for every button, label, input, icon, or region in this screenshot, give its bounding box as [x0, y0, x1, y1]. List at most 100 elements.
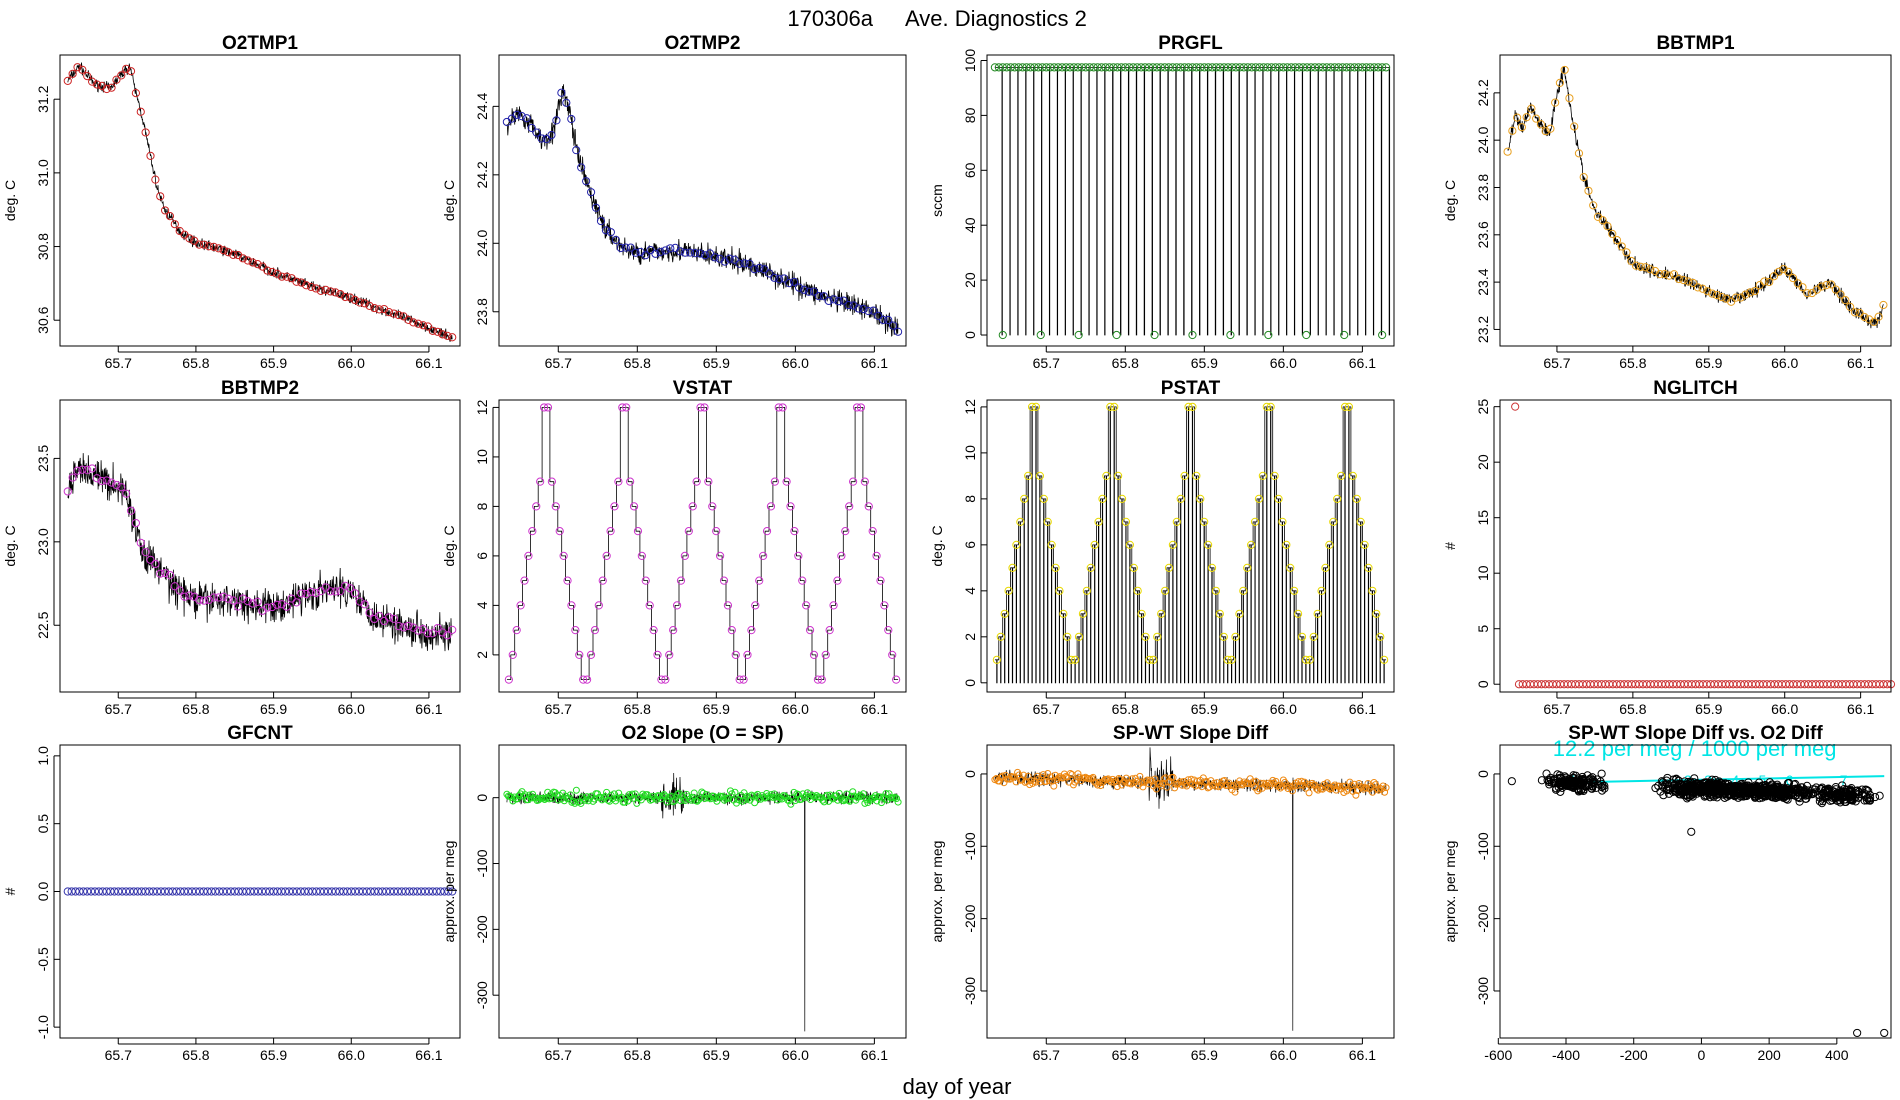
data-point	[1193, 777, 1201, 785]
data-point	[695, 249, 705, 258]
y-tick-label: 0	[474, 794, 490, 802]
data-point	[204, 595, 214, 604]
data-point	[1551, 98, 1560, 107]
data-point	[1169, 773, 1177, 781]
data-point	[97, 476, 106, 486]
data-point	[1188, 330, 1197, 340]
data-point	[1243, 63, 1252, 72]
data-point	[563, 576, 572, 585]
data-point	[1301, 655, 1311, 664]
data-point	[288, 887, 298, 896]
data-point	[203, 887, 212, 896]
data-point	[1010, 63, 1019, 72]
data-point	[755, 576, 764, 585]
data-point	[1070, 655, 1080, 664]
data-point	[1522, 113, 1531, 122]
x-tick-label: 66.0	[1270, 701, 1297, 717]
data-point	[98, 887, 107, 896]
data-point	[567, 114, 576, 124]
data-point	[401, 887, 410, 896]
data-point	[1761, 789, 1771, 798]
x-tick-label: 66.1	[1349, 701, 1376, 717]
data-point	[1846, 793, 1855, 802]
data-point	[637, 551, 646, 560]
data-point	[1845, 790, 1854, 799]
data-point	[541, 796, 549, 804]
x-tick-label: 400	[1825, 1047, 1849, 1063]
data-point	[579, 675, 588, 684]
data-point	[621, 798, 629, 806]
plot-frame	[1499, 54, 1892, 347]
data-point	[370, 887, 379, 896]
data-point	[1330, 63, 1339, 72]
plot-frame	[498, 54, 907, 347]
data-point	[1278, 517, 1287, 526]
data-point	[146, 555, 155, 564]
data-point	[622, 403, 631, 412]
data-point	[1020, 771, 1028, 779]
data-point	[1579, 173, 1588, 182]
series-line	[506, 406, 899, 680]
data-point	[1869, 317, 1878, 327]
data-point	[1790, 785, 1799, 794]
data-point	[894, 798, 902, 806]
data-point	[1114, 471, 1123, 480]
data-point	[137, 887, 146, 896]
y-axis-bbtmp2: 22.5 23.0 23.5	[35, 445, 60, 639]
panel-prgfl: PRGFL 65.7 65.8 65.9 66.0 66.1 0 20 40 60 80 100 scc…	[929, 33, 1395, 371]
data-point	[1354, 63, 1363, 72]
data-point	[1305, 789, 1313, 797]
data-point	[1066, 769, 1074, 777]
data-point	[1322, 63, 1331, 72]
data-point	[1231, 63, 1241, 72]
y-axis-spwt: -300 -200 -100 0	[962, 770, 987, 1005]
data-point	[1380, 655, 1389, 664]
data-point	[798, 576, 807, 585]
x-tick-label: 65.7	[1033, 355, 1060, 371]
data-point	[1184, 402, 1193, 411]
data-point	[1589, 201, 1598, 210]
series-line	[994, 67, 1391, 336]
data-point	[1321, 563, 1330, 572]
data-point	[1681, 784, 1690, 794]
data-point	[1258, 471, 1267, 480]
data-point	[1039, 494, 1048, 503]
data-point	[845, 502, 854, 511]
data-point	[1061, 63, 1071, 72]
data-point	[1069, 63, 1079, 72]
data-point	[1168, 540, 1177, 549]
data-point	[326, 587, 335, 596]
x-tick-label: 66.0	[1771, 701, 1798, 717]
x-axis-nglitch: 65.7 65.8 65.9 66.0 66.1	[1543, 692, 1874, 717]
data-point	[1035, 471, 1044, 480]
data-point	[1046, 63, 1055, 72]
data-point	[543, 403, 553, 412]
data-point	[865, 795, 873, 803]
data-point	[1836, 290, 1845, 299]
data-point	[802, 601, 811, 610]
data-point	[1245, 779, 1253, 787]
data-point	[1325, 784, 1333, 792]
data-point	[1689, 278, 1698, 288]
fit-annotation: 12.2 per meg / 1000 per meg	[1553, 736, 1837, 761]
series-line	[506, 84, 899, 337]
data-point	[591, 203, 601, 212]
data-point	[1720, 782, 1729, 792]
data-point	[1137, 63, 1146, 72]
data-point	[1307, 781, 1315, 789]
data-point	[1184, 63, 1193, 72]
y-axis-o2slope: -300 -200 -100 0	[474, 794, 499, 1009]
data-point	[1125, 63, 1134, 72]
panel-title-nglitch: NGLITCH	[1653, 378, 1737, 399]
data-point	[345, 293, 355, 302]
data-point	[849, 788, 857, 796]
data-point	[180, 887, 189, 896]
y-tick-label: -200	[1475, 904, 1491, 932]
data-point	[790, 527, 799, 536]
panel-title-spwt_vs_o2: SP-WT Slope Diff vs. O2 Diff	[1568, 723, 1823, 744]
data-point	[413, 887, 422, 896]
x-axis-o2tmp1: 65.7 65.8 65.9 66.0 66.1	[105, 346, 443, 371]
x-tick-label: 66.1	[861, 1047, 888, 1063]
data-point	[141, 548, 150, 557]
data-point	[341, 581, 350, 590]
